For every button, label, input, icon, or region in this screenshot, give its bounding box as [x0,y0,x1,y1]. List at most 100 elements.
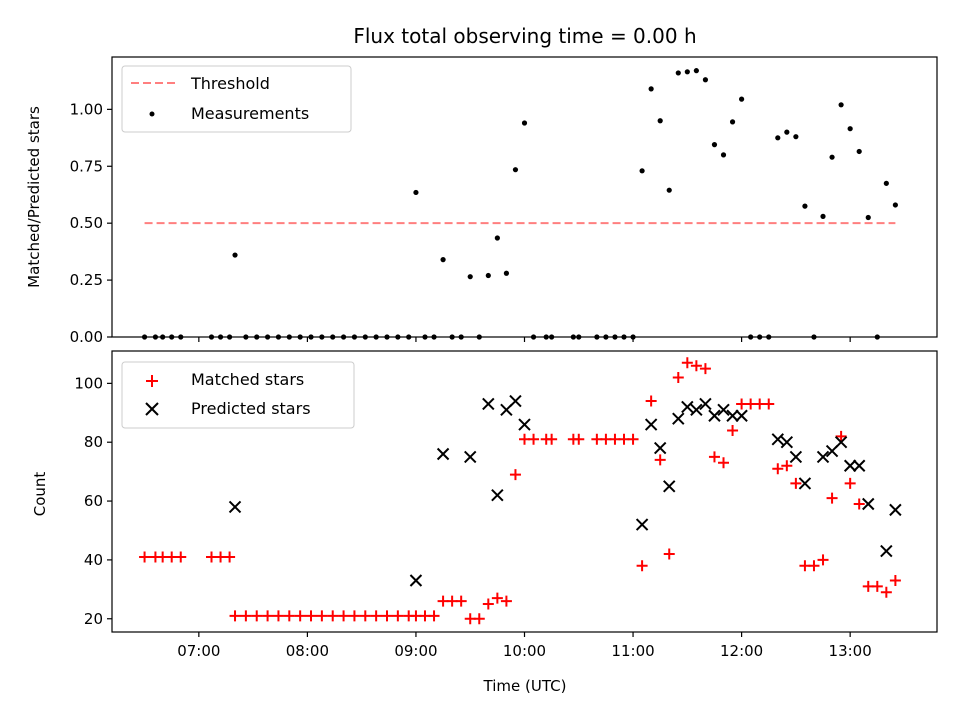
predicted-point-0945 [491,488,504,502]
bottom-y-axis-label: Count [31,472,49,517]
bottom-y-tick-label: 100 [74,374,103,392]
matched-point-1240 [808,560,820,572]
matched-point-0838 [370,610,382,622]
matched-point-0940 [482,598,494,610]
predicted-point-1105 [635,518,649,531]
bottom-y-tick-label: 60 [84,492,103,510]
threshold-legend-label: Threshold [190,74,270,93]
matched-point-0744 [272,610,284,622]
matched-point-1140 [699,363,711,375]
matched-point-0650 [175,551,187,563]
predicted-legend-label: Predicted stars [191,399,311,418]
matched-point-1005 [528,433,540,445]
predicted-point-1300 [843,459,857,472]
predicted-stars-points [228,394,902,587]
predicted-legend-swatch [145,402,159,416]
predicted-point-1255 [834,436,848,449]
top-panel: 0.00 0.25 0.50 0.75 1.00 Matched/Predicted s… [25,56,938,346]
matched-point-1150 [718,457,730,469]
measurement-point-1200 [739,96,745,102]
predicted-point-0940 [482,397,495,411]
matched-point-1255 [835,430,847,442]
measurement-point-1305 [856,148,862,155]
x-tick-label: 11:00 [611,642,654,660]
measurement-point-1310 [865,214,871,221]
matched-point-1225 [781,460,793,472]
x-tick-label: 08:00 [286,642,329,660]
top-x-axis-ticks [198,337,851,342]
matched-point-0955 [509,469,521,481]
bottom-x-axis-ticks: 07:00 08:00 09:00 10:00 11:00 12:00 13:00 [177,632,872,660]
matched-point-1120 [663,548,675,560]
matched-point-0802 [305,610,317,622]
measurement-point-1235 [802,203,808,209]
measurements-legend-swatch [149,111,155,117]
matched-point-1320 [880,586,892,598]
predicted-point-1130 [681,400,694,414]
predicted-point-0720 [228,500,242,514]
measurement-point-1325 [892,202,898,208]
measurement-point-1225 [784,129,790,135]
top-y-tick-label: 0.25 [70,271,103,289]
predicted-point-1235 [798,477,812,490]
matched-point-0826 [348,610,360,622]
matched-point-1220 [772,463,784,475]
predicted-point-1000 [518,418,531,431]
bottom-y-tick-label: 40 [84,551,103,569]
matched-point-0820 [338,610,350,622]
top-y-axis-label: Matched/Predicted stars [25,106,43,288]
measurement-point-0900 [413,189,419,196]
matched-point-0910 [428,610,440,622]
matched-point-0756 [294,610,306,622]
top-plot-frame [111,56,938,338]
bottom-y-tick-label: 80 [84,433,103,451]
x-tick-label: 12:00 [720,642,763,660]
top-y-tick-label: 0.75 [70,157,103,175]
x-tick-label: 07:00 [177,642,220,660]
bottom-legend-box [121,361,355,429]
measurement-point-1230 [793,134,799,140]
matched-point-1215 [763,398,775,410]
matched-point-1115 [654,454,666,466]
matched-point-1250 [826,492,838,504]
matched-point-1325 [889,575,901,587]
predicted-point-1115 [653,441,667,455]
matched-legend-label: Matched stars [191,370,304,389]
predicted-point-1140 [699,397,712,411]
measurement-point-0720 [232,252,238,258]
matched-point-0630 [139,551,151,563]
predicted-point-1305 [852,459,866,472]
chart-title: Flux total observing time = 0.00 h [353,24,696,48]
predicted-point-1200 [735,409,748,422]
measurement-point-1155 [729,119,736,125]
matched-point-1125 [672,371,684,383]
top-legend: Threshold Measurements [121,65,352,133]
measurement-point-1250 [829,154,835,160]
x-tick-label: 10:00 [503,642,546,660]
predicted-point-1135 [690,403,703,417]
predicted-point-1120 [663,480,676,493]
matched-point-1155 [727,424,739,436]
matched-point-1030 [573,433,585,445]
predicted-point-0955 [509,394,522,408]
x-tick-label: 09:00 [394,642,437,660]
predicted-point-1230 [789,450,803,464]
measurement-point-1125 [675,70,681,76]
predicted-point-1110 [644,418,658,431]
matched-point-0808 [316,610,328,622]
matched-legend-swatch [146,375,158,387]
predicted-point-0900 [409,574,423,587]
bottom-panel: 20 40 60 80 100 07:00 08:00 09:00 10:00 11:00 12:… [31,350,938,695]
top-y-tick-label: 0.50 [70,214,103,232]
matched-point-1300 [844,477,856,489]
matched-point-0750 [283,610,295,622]
measurement-point-0945 [494,235,500,241]
matched-point-0950 [500,595,512,607]
top-legend-box [121,65,352,133]
matched-point-1100 [627,433,639,445]
measurement-point-1145 [711,142,718,148]
predicted-point-0930 [464,450,477,464]
matched-point-1315 [871,580,883,592]
matched-point-1105 [636,560,648,572]
